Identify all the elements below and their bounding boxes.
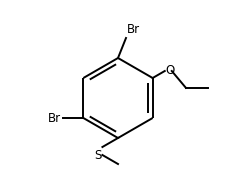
Text: O: O: [166, 63, 175, 76]
Text: S: S: [95, 149, 102, 162]
Text: Br: Br: [48, 111, 61, 124]
Text: Br: Br: [127, 23, 140, 36]
